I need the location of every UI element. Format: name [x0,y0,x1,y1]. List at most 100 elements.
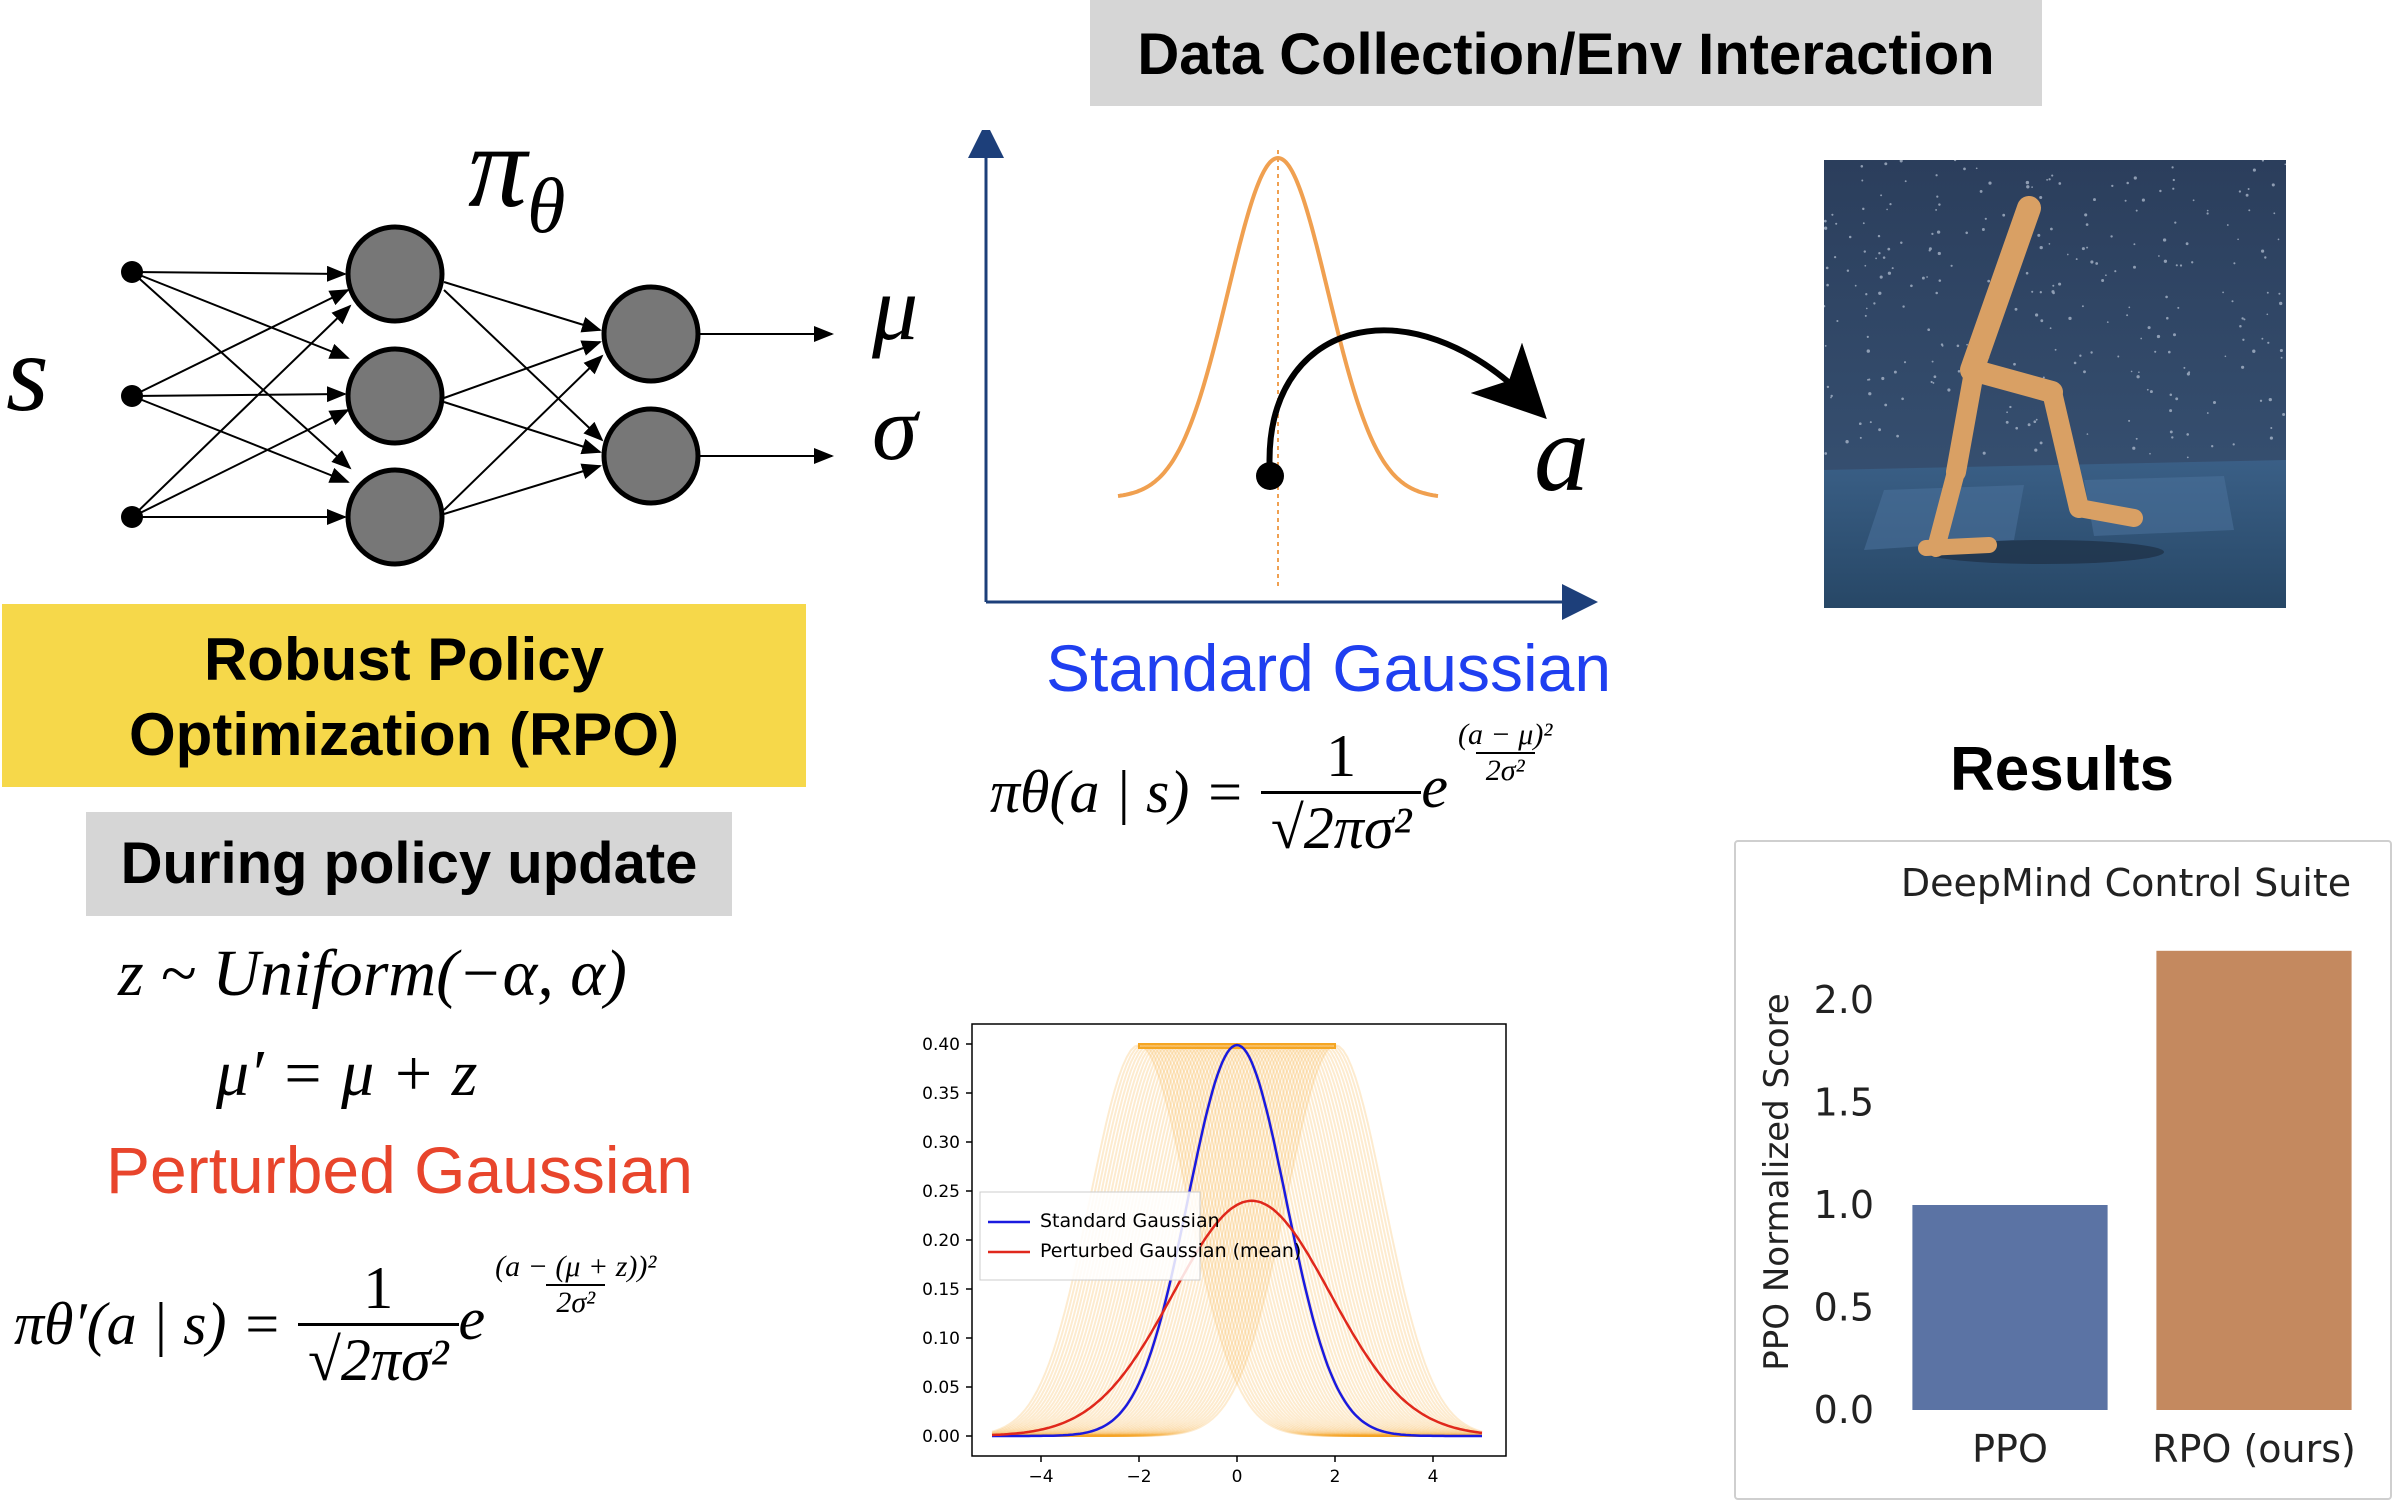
rpo-title-box: Robust Policy Optimization (RPO) [2,604,806,787]
output-sigma-label: σ [872,377,918,479]
band-curve [992,1043,1482,1437]
y-tick-label: 0.15 [922,1280,960,1300]
perturbed-formula-num: 1 [363,1255,394,1321]
standard-gaussian-curve [1117,155,1439,498]
y-tick-label: 0.30 [922,1133,960,1153]
perturbed-formula-fraction: 1 √2πσ² [297,1254,459,1395]
band-curve [991,1043,1482,1437]
perturbed-exp-den: 2σ² [546,1283,606,1320]
chart-x-ticks: PPO RPO (ours) [1972,1427,2356,1471]
band-curve [992,1044,1483,1437]
y-tick-label: 0.35 [922,1084,960,1104]
band-curve [992,1044,1482,1437]
standard-formula-exponent: (a − μ)² 2σ² [1448,718,1562,788]
band-curve [992,1044,1482,1437]
band-curve [991,1044,1482,1437]
chart-x-tick-label: RPO (ours) [2152,1427,2356,1471]
band-curve [991,1044,1482,1437]
band-curve [992,1044,1483,1437]
band-curve [992,1044,1483,1437]
perturbed-formula-lhs: πθ′(a | s) = [14,1291,282,1357]
policy-update-header: During policy update [86,812,732,916]
perturbed-formula: πθ′(a | s) = 1 √2πσ² e (a − (μ + z))² 2σ… [14,1250,666,1395]
band-curve [991,1043,1482,1437]
band-curve [991,1044,1482,1437]
eq-z-uniform: z ~ Uniform(−α, α) [118,937,627,1010]
chart-y-tick-label: 1.5 [1814,1081,1874,1125]
band-curve [992,1044,1482,1437]
band-curve [992,1044,1482,1437]
standard-gaussian-title: Standard Gaussian [1046,631,1612,705]
policy-network-diagram [121,224,834,567]
band-curve [992,1044,1483,1437]
policy-pi-symbol: π [468,101,528,232]
perturbed-formula-e: e [458,1286,486,1352]
perturbed-gaussian-plot: 0.400.350.300.250.200.150.100.050.00 −4−… [922,1023,1507,1487]
plot-legend: Standard Gaussian Perturbed Gaussian (me… [979,1191,1301,1281]
band-curve [992,1043,1482,1437]
band-curve [992,1043,1483,1437]
band-curve [991,1044,1482,1437]
perturbed-formula-den: √2πσ² [297,1323,459,1395]
x-ticks: −4 −2 0 2 4 [1028,1456,1438,1487]
chart-y-ticks: 0.0 0.5 1.0 1.5 2.0 [1814,978,1874,1432]
band-curve [992,1043,1482,1437]
band-curve [992,1044,1483,1437]
bar-rpo [2156,950,2352,1410]
standard-formula-fraction: 1 √2πσ² [1260,722,1422,863]
hopper-robot-image [1824,160,2286,608]
standard-formula-num: 1 [1326,723,1357,789]
standard-gaussian-line [992,1043,1482,1438]
x-tick-label: 4 [1428,1467,1439,1487]
perturbed-formula-exponent: (a − (μ + z))² 2σ² [485,1250,666,1320]
legend-label-standard: Standard Gaussian [1040,1210,1220,1232]
perturbed-gaussian-title: Perturbed Gaussian [106,1133,694,1207]
band-curve [991,1044,1482,1437]
input-state-label: s [6,312,49,434]
y-ticks: 0.40 0.35 0.30 0.25 0.20 0.15 0.10 0.05 0.00 [922,1035,972,1447]
x-tick-label: −2 [1126,1467,1151,1487]
band-curve [991,1044,1482,1437]
band-curve [992,1044,1482,1437]
band-curve [992,1044,1482,1437]
bar-ppo [1912,1205,2108,1410]
band-curve [992,1044,1483,1437]
sample-arrow [1266,327,1547,476]
y-tick-label: 0.40 [922,1035,960,1055]
standard-exp-den: 2σ² [1475,751,1535,788]
band-curve [991,1044,1482,1437]
band-curve [991,1044,1482,1437]
perturbed-mean-line [991,1199,1483,1437]
band-curve [991,1044,1482,1437]
chart-y-tick-label: 0.5 [1814,1286,1874,1330]
band-curve [991,1044,1482,1437]
standard-gaussian-axes [968,130,1598,620]
band-curve [991,1044,1482,1437]
band-curve [992,1043,1483,1437]
band-curve [992,1044,1483,1437]
results-title: Results [1950,735,2174,804]
standard-formula-e: e [1421,754,1449,820]
y-tick-label: 0.05 [922,1378,960,1398]
standard-exp-num: (a − μ)² [1458,717,1553,751]
y-tick-label: 0.20 [922,1231,960,1251]
band-curve [991,1044,1482,1437]
x-tick-label: 2 [1330,1467,1341,1487]
output-mu-label: μ [872,257,919,359]
chart-bars [1912,950,2352,1410]
band-curve [992,1044,1483,1437]
chart-x-tick-label: PPO [1972,1427,2048,1471]
chart-title: DeepMind Control Suite [1901,861,2351,905]
data-collection-header: Data Collection/Env Interaction [1090,0,2042,106]
y-tick-label: 0.25 [922,1182,960,1202]
chart-y-tick-label: 2.0 [1814,978,1874,1022]
standard-formula-lhs: πθ(a | s) = [990,759,1245,825]
y-tick-label: 0.10 [922,1329,960,1349]
band-curve [992,1044,1483,1437]
rpo-title-line1: Robust Policy [203,626,605,693]
y-tick-label: 0.00 [922,1427,960,1447]
standard-formula-den: √2πσ² [1260,791,1422,863]
chart-y-tick-label: 1.0 [1814,1183,1874,1227]
standard-formula: πθ(a | s) = 1 √2πσ² e (a − μ)² 2σ² [990,718,1562,863]
band-curve [992,1044,1483,1437]
